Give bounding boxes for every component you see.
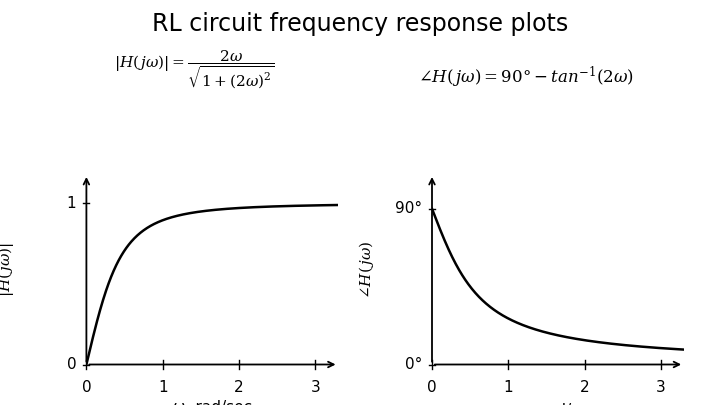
Text: 0: 0: [81, 380, 91, 395]
Text: $\angle H(\,j\omega)$: $\angle H(\,j\omega)$: [357, 240, 376, 298]
Text: 0°: 0°: [405, 357, 422, 372]
Text: ω, rad/sec: ω, rad/sec: [173, 400, 252, 405]
Text: 2: 2: [580, 380, 590, 395]
Text: 1: 1: [503, 380, 513, 395]
Text: 1: 1: [158, 380, 168, 395]
Text: $|H(\,j\omega)| = \dfrac{2\omega}{\sqrt{1+(2\omega)^2}}$: $|H(\,j\omega)| = \dfrac{2\omega}{\sqrt{…: [114, 49, 275, 91]
Text: 3: 3: [310, 380, 320, 395]
Text: $\angle H(\,j\omega) = 90°-tan^{-1}(2\omega)$: $\angle H(\,j\omega) = 90°-tan^{-1}(2\om…: [418, 65, 634, 90]
Text: 2: 2: [234, 380, 244, 395]
Text: $|H(\,j\omega)|$: $|H(\,j\omega)|$: [0, 242, 16, 297]
Text: 0: 0: [67, 357, 76, 372]
Text: 0: 0: [427, 380, 437, 395]
Text: ω, rad/sec: ω, rad/sec: [518, 403, 598, 405]
Text: RL circuit frequency response plots: RL circuit frequency response plots: [152, 12, 568, 36]
Text: 1: 1: [67, 196, 76, 211]
Text: 3: 3: [656, 380, 666, 395]
Text: 90°: 90°: [395, 201, 422, 216]
